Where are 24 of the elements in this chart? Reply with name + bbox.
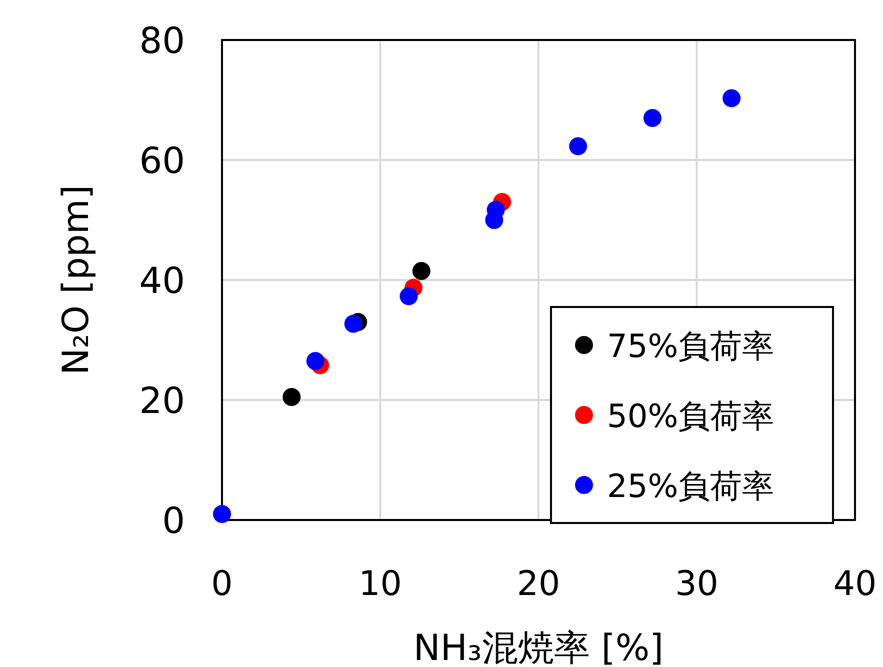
- point: [569, 137, 588, 156]
- y-tick-label: 40: [139, 261, 185, 302]
- point: [412, 262, 430, 280]
- point: [344, 314, 362, 333]
- point: [306, 352, 324, 370]
- point: [643, 109, 662, 127]
- legend-label: 75%負荷率: [607, 327, 774, 365]
- y-tick-label: 60: [139, 141, 185, 182]
- point: [722, 89, 741, 108]
- x-tick-label: 30: [675, 564, 718, 604]
- x-tick-label: 10: [358, 564, 402, 604]
- x-axis-title: NH₃混焼率 [%]: [413, 628, 664, 667]
- x-tick-label: 20: [516, 564, 560, 604]
- x-tick-label: 0: [211, 564, 233, 604]
- point: [400, 287, 418, 306]
- point: [213, 505, 231, 523]
- x-tick-label: 40: [833, 564, 877, 604]
- y-tick-label: 80: [139, 21, 185, 62]
- y-axis-title: N₂O [ppm]: [56, 184, 97, 376]
- legend-label: 25%負荷率: [607, 467, 774, 505]
- legend-label: 50%負荷率: [607, 397, 774, 435]
- y-tick-label: 0: [162, 501, 185, 542]
- point: [282, 388, 301, 406]
- y-tick-label: 20: [139, 381, 185, 422]
